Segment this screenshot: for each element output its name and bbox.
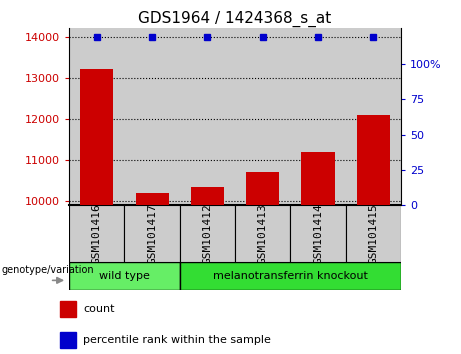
FancyBboxPatch shape — [124, 205, 180, 262]
Text: GSM101415: GSM101415 — [368, 203, 378, 264]
FancyBboxPatch shape — [69, 205, 124, 262]
Bar — [357, 115, 390, 205]
Bar — [80, 69, 113, 205]
FancyBboxPatch shape — [235, 205, 290, 262]
FancyBboxPatch shape — [69, 262, 180, 290]
Text: GSM101417: GSM101417 — [147, 203, 157, 264]
Bar — [246, 172, 279, 205]
Text: percentile rank within the sample: percentile rank within the sample — [83, 335, 271, 345]
Text: GSM101413: GSM101413 — [258, 203, 268, 264]
Text: GSM101412: GSM101412 — [202, 203, 213, 264]
Bar — [290, 28, 346, 205]
FancyBboxPatch shape — [180, 205, 235, 262]
Bar — [346, 28, 401, 205]
Bar — [60, 332, 76, 348]
Bar — [180, 28, 235, 205]
Bar — [235, 28, 290, 205]
Text: genotype/variation: genotype/variation — [1, 266, 94, 275]
Bar — [191, 187, 224, 205]
FancyBboxPatch shape — [290, 205, 346, 262]
Text: GSM101414: GSM101414 — [313, 203, 323, 264]
Text: count: count — [83, 304, 114, 314]
Text: melanotransferrin knockout: melanotransferrin knockout — [213, 271, 368, 281]
Text: wild type: wild type — [99, 271, 150, 281]
Text: GSM101416: GSM101416 — [92, 203, 102, 264]
Title: GDS1964 / 1424368_s_at: GDS1964 / 1424368_s_at — [138, 11, 332, 27]
Bar — [69, 28, 124, 205]
Bar — [124, 28, 180, 205]
FancyBboxPatch shape — [180, 262, 401, 290]
FancyBboxPatch shape — [346, 205, 401, 262]
Bar — [136, 193, 169, 205]
Bar — [301, 152, 335, 205]
Bar — [60, 301, 76, 317]
